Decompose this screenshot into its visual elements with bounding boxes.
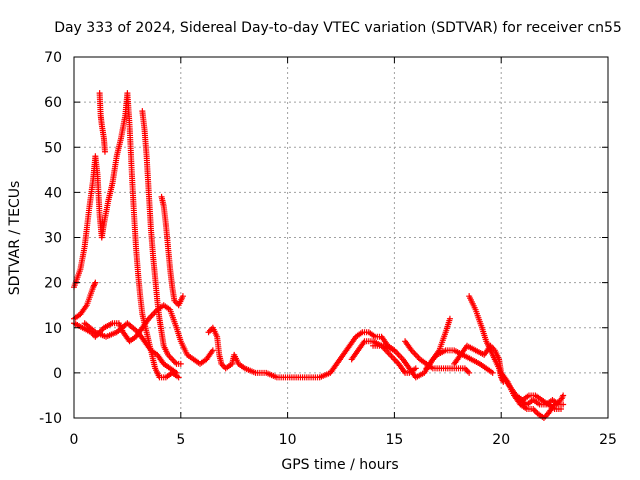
y-tick-label: -10 <box>39 411 62 427</box>
x-tick-label: 0 <box>70 432 79 448</box>
series-s3 <box>96 90 108 155</box>
x-axis-label: GPS time / hours <box>281 457 398 473</box>
y-tick-label: 10 <box>44 321 62 337</box>
grid-lines <box>74 57 608 418</box>
x-tick-label: 10 <box>279 432 297 448</box>
plus-marker <box>412 365 419 372</box>
y-axis-label: SDTVAR / TECUs <box>7 181 23 296</box>
plus-marker <box>446 315 453 322</box>
plus-marker <box>489 369 496 376</box>
plus-marker <box>177 360 184 367</box>
x-tick-label: 25 <box>599 432 617 448</box>
plus-marker <box>466 369 473 376</box>
y-tick-label: 60 <box>44 95 62 111</box>
series-s2 <box>71 279 99 322</box>
series-s16 <box>515 396 567 408</box>
plus-marker <box>560 392 567 399</box>
series-s15 <box>500 374 565 412</box>
plus-marker <box>173 369 180 376</box>
data-points <box>71 90 567 421</box>
y-tick-label: 40 <box>44 185 62 201</box>
series-s7 <box>81 320 180 376</box>
series-s6 <box>71 302 216 367</box>
x-tick-label: 5 <box>176 432 185 448</box>
plus-marker <box>101 148 108 155</box>
y-tick-label: 50 <box>44 140 62 156</box>
plus-marker <box>560 401 567 408</box>
y-tick-label: 70 <box>44 50 62 66</box>
axis-ticks: 0 5 10 15 20 25 -10 0 10 20 30 40 50 60 70 <box>39 50 617 448</box>
series-s1 <box>71 90 182 381</box>
x-tick-label: 20 <box>492 432 510 448</box>
chart-title: Day 333 of 2024, Sidereal Day-to-day VTE… <box>54 20 622 36</box>
plus-marker <box>179 293 186 300</box>
y-tick-label: 0 <box>53 366 62 382</box>
series-s5 <box>158 193 186 309</box>
series-s9 <box>348 338 419 376</box>
plus-marker <box>209 347 216 354</box>
y-tick-label: 20 <box>44 276 62 292</box>
plus-marker <box>92 279 99 286</box>
series-s8 <box>205 324 398 381</box>
x-tick-label: 15 <box>385 432 403 448</box>
plus-marker <box>175 374 182 381</box>
y-tick-label: 30 <box>44 231 62 247</box>
